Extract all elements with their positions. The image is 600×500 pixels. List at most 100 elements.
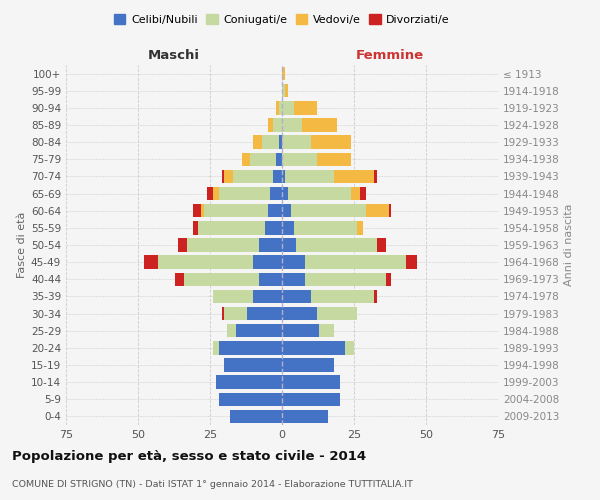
Bar (282, 84, 285, 98)
Bar (218, 341, 282, 354)
Bar (282, 358, 334, 372)
Bar (193, 221, 199, 234)
Bar (224, 170, 233, 183)
Bar (282, 152, 317, 166)
Bar (247, 307, 282, 320)
Bar (253, 290, 282, 303)
Bar (319, 324, 334, 338)
Bar (193, 204, 202, 218)
Bar (265, 221, 282, 234)
Bar (175, 272, 184, 286)
Bar (282, 221, 293, 234)
Bar (218, 187, 271, 200)
Bar (288, 187, 351, 200)
Bar (187, 238, 259, 252)
Bar (271, 187, 282, 200)
Bar (317, 307, 357, 320)
Legend: Celibi/Nubili, Coniugati/e, Vedovi/e, Divorziati/e: Celibi/Nubili, Coniugati/e, Vedovi/e, Di… (110, 10, 454, 29)
Bar (204, 204, 268, 218)
Bar (250, 152, 276, 166)
Bar (282, 410, 328, 423)
Bar (233, 170, 274, 183)
Bar (253, 256, 282, 269)
Bar (282, 238, 296, 252)
Bar (199, 221, 265, 234)
Bar (377, 238, 386, 252)
Bar (311, 290, 374, 303)
Bar (386, 272, 391, 286)
Bar (259, 238, 282, 252)
Bar (282, 204, 290, 218)
Bar (282, 290, 311, 303)
Text: COMUNE DI STRIGNO (TN) - Dati ISTAT 1° gennaio 2014 - Elaborazione TUTTITALIA.IT: COMUNE DI STRIGNO (TN) - Dati ISTAT 1° g… (12, 480, 413, 489)
Bar (213, 341, 218, 354)
Bar (311, 136, 351, 149)
Bar (253, 136, 262, 149)
Text: Femmine: Femmine (356, 48, 424, 62)
Bar (221, 170, 224, 183)
Bar (282, 187, 288, 200)
Bar (218, 392, 282, 406)
Bar (230, 410, 282, 423)
Text: Maschi: Maschi (148, 48, 200, 62)
Bar (184, 272, 259, 286)
Bar (282, 67, 285, 80)
Bar (282, 170, 285, 183)
Bar (213, 187, 218, 200)
Bar (279, 101, 282, 114)
Bar (305, 272, 386, 286)
Bar (268, 118, 274, 132)
Bar (293, 221, 357, 234)
Bar (302, 118, 337, 132)
Bar (259, 272, 282, 286)
Bar (305, 256, 406, 269)
Y-axis label: Anni di nascita: Anni di nascita (564, 204, 574, 286)
Bar (285, 84, 288, 98)
Bar (236, 324, 282, 338)
Bar (221, 307, 224, 320)
Bar (406, 256, 418, 269)
Bar (282, 341, 346, 354)
Bar (227, 324, 236, 338)
Bar (282, 307, 317, 320)
Bar (365, 204, 389, 218)
Bar (279, 136, 282, 149)
Bar (290, 204, 365, 218)
Text: Popolazione per età, sesso e stato civile - 2014: Popolazione per età, sesso e stato civil… (12, 450, 366, 463)
Bar (202, 204, 204, 218)
Bar (346, 341, 354, 354)
Bar (224, 358, 282, 372)
Bar (282, 256, 305, 269)
Y-axis label: Fasce di età: Fasce di età (17, 212, 27, 278)
Bar (213, 290, 253, 303)
Bar (274, 118, 282, 132)
Bar (224, 307, 247, 320)
Bar (282, 101, 293, 114)
Bar (357, 221, 362, 234)
Bar (282, 136, 311, 149)
Bar (296, 238, 377, 252)
Bar (317, 152, 351, 166)
Bar (144, 256, 158, 269)
Bar (282, 272, 305, 286)
Bar (207, 187, 213, 200)
Bar (389, 204, 391, 218)
Bar (276, 152, 282, 166)
Bar (178, 238, 187, 252)
Bar (242, 152, 250, 166)
Bar (285, 170, 334, 183)
Bar (282, 118, 302, 132)
Bar (216, 376, 282, 389)
Bar (262, 136, 279, 149)
Bar (293, 101, 317, 114)
Bar (282, 324, 319, 338)
Bar (334, 170, 374, 183)
Bar (374, 170, 377, 183)
Bar (351, 187, 360, 200)
Bar (158, 256, 253, 269)
Bar (374, 290, 377, 303)
Bar (282, 376, 340, 389)
Bar (276, 101, 279, 114)
Bar (274, 170, 282, 183)
Bar (268, 204, 282, 218)
